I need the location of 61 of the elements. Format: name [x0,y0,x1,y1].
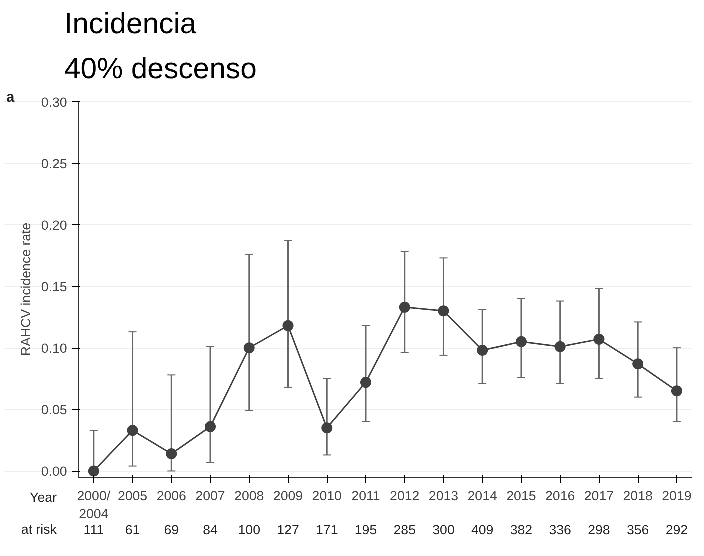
text: a [6,90,16,106]
point [594,334,605,345]
text: 61 [125,522,140,538]
x-tick-label: 2016 [546,488,576,504]
text: 195 [354,522,378,538]
point [322,422,333,434]
y-tick-label: 0.20 [41,218,68,233]
x-tick-label: 2013 [428,488,459,504]
x-tick-label: 2019 [662,488,692,504]
x-tick-label: 2005 [118,488,148,504]
x-tick-label: 2009 [273,488,304,504]
point [127,425,138,436]
point [632,358,644,370]
y-tick-label: 0.10 [41,341,68,356]
text: 382 [510,522,533,538]
point [282,320,294,332]
point [166,448,178,460]
text: 84 [203,522,219,538]
x-tick-label: 2000/ 2004 [77,488,111,522]
text: at risk [21,522,58,537]
y-tick-label: 0.15 [41,279,68,294]
text: 336 [549,522,572,538]
y-tick-label: 0.30 [41,94,68,110]
point [244,342,255,354]
point [516,336,527,348]
x-axis-title: Year [30,490,58,505]
point [438,306,450,317]
y-tick-label: 0.25 [41,156,68,172]
y-tick-label: 0.00 [41,464,68,480]
chart-subtitle: 40% descenso [64,52,257,86]
point [205,421,216,432]
y-axis-title: RAHCV incidence rate [18,222,34,356]
chart-title: Incidencia [64,8,198,40]
text: 356 [626,522,650,538]
x-tick-label: 2007 [196,488,226,504]
x-tick-label: 2017 [584,488,614,504]
x-tick-label: 2011 [352,488,380,504]
point [477,345,488,356]
point [554,341,566,352]
text: 292 [666,522,688,538]
y-tick-label: 0.05 [41,402,68,418]
x-tick-label: 2010 [312,488,342,504]
text: 409 [471,522,494,538]
text: 285 [394,522,416,538]
point [399,302,410,313]
text: 298 [588,522,610,538]
text: 171 [316,522,338,538]
x-tick-label: 2006 [156,488,186,504]
text: 300 [432,522,455,538]
text: 127 [277,522,300,538]
point [360,377,372,388]
x-tick-label: 2015 [506,488,536,504]
text: 100 [238,522,261,538]
x-tick-label: 2014 [468,488,498,504]
x-tick-label: 2018 [623,488,653,504]
text: 69 [164,522,180,538]
x-tick-label: 2012 [390,488,420,504]
x-tick-label: 2008 [234,488,264,504]
point [671,386,682,397]
point [88,466,100,477]
text: 111 [84,522,104,538]
